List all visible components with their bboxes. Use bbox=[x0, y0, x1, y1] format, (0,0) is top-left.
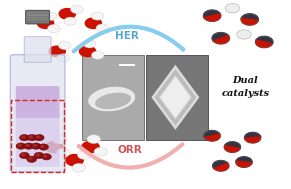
Circle shape bbox=[87, 135, 100, 143]
Circle shape bbox=[29, 158, 32, 159]
Circle shape bbox=[16, 143, 26, 149]
Wedge shape bbox=[204, 131, 220, 138]
FancyArrowPatch shape bbox=[74, 27, 183, 51]
Bar bbox=[27, 17, 49, 18]
Circle shape bbox=[57, 54, 69, 62]
Circle shape bbox=[33, 144, 36, 146]
Circle shape bbox=[27, 156, 37, 162]
Polygon shape bbox=[159, 75, 191, 119]
Wedge shape bbox=[236, 157, 252, 163]
Circle shape bbox=[19, 134, 29, 141]
Circle shape bbox=[83, 40, 96, 48]
Circle shape bbox=[41, 145, 44, 147]
Circle shape bbox=[47, 25, 60, 33]
Wedge shape bbox=[236, 161, 252, 167]
Circle shape bbox=[85, 18, 102, 29]
FancyBboxPatch shape bbox=[24, 37, 51, 62]
Text: ORR: ORR bbox=[117, 146, 142, 156]
Circle shape bbox=[91, 51, 104, 59]
Circle shape bbox=[96, 24, 109, 32]
Wedge shape bbox=[241, 19, 258, 25]
Circle shape bbox=[66, 155, 83, 166]
Ellipse shape bbox=[87, 86, 136, 112]
Text: HER: HER bbox=[115, 31, 139, 41]
FancyBboxPatch shape bbox=[26, 10, 50, 24]
Bar bbox=[27, 19, 49, 20]
Bar bbox=[119, 64, 135, 66]
Circle shape bbox=[56, 148, 70, 157]
Circle shape bbox=[34, 134, 44, 141]
Wedge shape bbox=[241, 14, 258, 20]
Circle shape bbox=[19, 152, 29, 159]
Wedge shape bbox=[256, 36, 273, 44]
Circle shape bbox=[225, 4, 239, 13]
FancyBboxPatch shape bbox=[16, 86, 59, 118]
Circle shape bbox=[38, 18, 54, 29]
Circle shape bbox=[77, 150, 91, 159]
Wedge shape bbox=[245, 137, 261, 143]
Wedge shape bbox=[224, 146, 240, 152]
Circle shape bbox=[34, 152, 44, 159]
Circle shape bbox=[29, 136, 32, 138]
Circle shape bbox=[42, 154, 52, 160]
FancyArrowPatch shape bbox=[79, 144, 182, 168]
Wedge shape bbox=[214, 163, 229, 171]
Circle shape bbox=[27, 134, 37, 141]
Text: Dual
catalysts: Dual catalysts bbox=[221, 76, 269, 98]
Circle shape bbox=[58, 41, 71, 50]
Circle shape bbox=[59, 9, 75, 19]
FancyBboxPatch shape bbox=[16, 112, 59, 167]
Wedge shape bbox=[213, 35, 230, 44]
Wedge shape bbox=[204, 14, 221, 21]
Polygon shape bbox=[153, 67, 198, 128]
Circle shape bbox=[94, 147, 108, 156]
Circle shape bbox=[237, 30, 251, 39]
Circle shape bbox=[24, 143, 34, 149]
Circle shape bbox=[71, 5, 83, 14]
Circle shape bbox=[44, 155, 47, 157]
Circle shape bbox=[46, 141, 63, 153]
Wedge shape bbox=[205, 134, 220, 141]
Bar bbox=[146, 55, 208, 139]
Bar bbox=[27, 14, 49, 15]
Circle shape bbox=[22, 154, 25, 156]
Circle shape bbox=[82, 141, 99, 153]
Wedge shape bbox=[212, 33, 228, 41]
Wedge shape bbox=[213, 160, 228, 168]
Circle shape bbox=[44, 12, 57, 20]
Bar bbox=[27, 12, 49, 13]
Circle shape bbox=[37, 136, 40, 138]
Circle shape bbox=[39, 144, 49, 150]
Circle shape bbox=[91, 12, 104, 20]
Circle shape bbox=[31, 143, 41, 149]
Bar bbox=[11, 100, 64, 172]
Wedge shape bbox=[203, 10, 220, 18]
Bar bbox=[82, 55, 144, 139]
Circle shape bbox=[36, 154, 39, 156]
Circle shape bbox=[49, 46, 65, 57]
Wedge shape bbox=[255, 40, 272, 48]
Circle shape bbox=[18, 144, 21, 146]
Circle shape bbox=[22, 136, 25, 138]
FancyBboxPatch shape bbox=[10, 55, 65, 172]
Circle shape bbox=[64, 17, 77, 25]
Circle shape bbox=[72, 163, 86, 172]
Circle shape bbox=[53, 135, 66, 144]
Circle shape bbox=[79, 46, 96, 57]
Circle shape bbox=[26, 144, 29, 146]
Wedge shape bbox=[244, 132, 261, 139]
Wedge shape bbox=[225, 142, 240, 148]
Ellipse shape bbox=[95, 93, 131, 109]
